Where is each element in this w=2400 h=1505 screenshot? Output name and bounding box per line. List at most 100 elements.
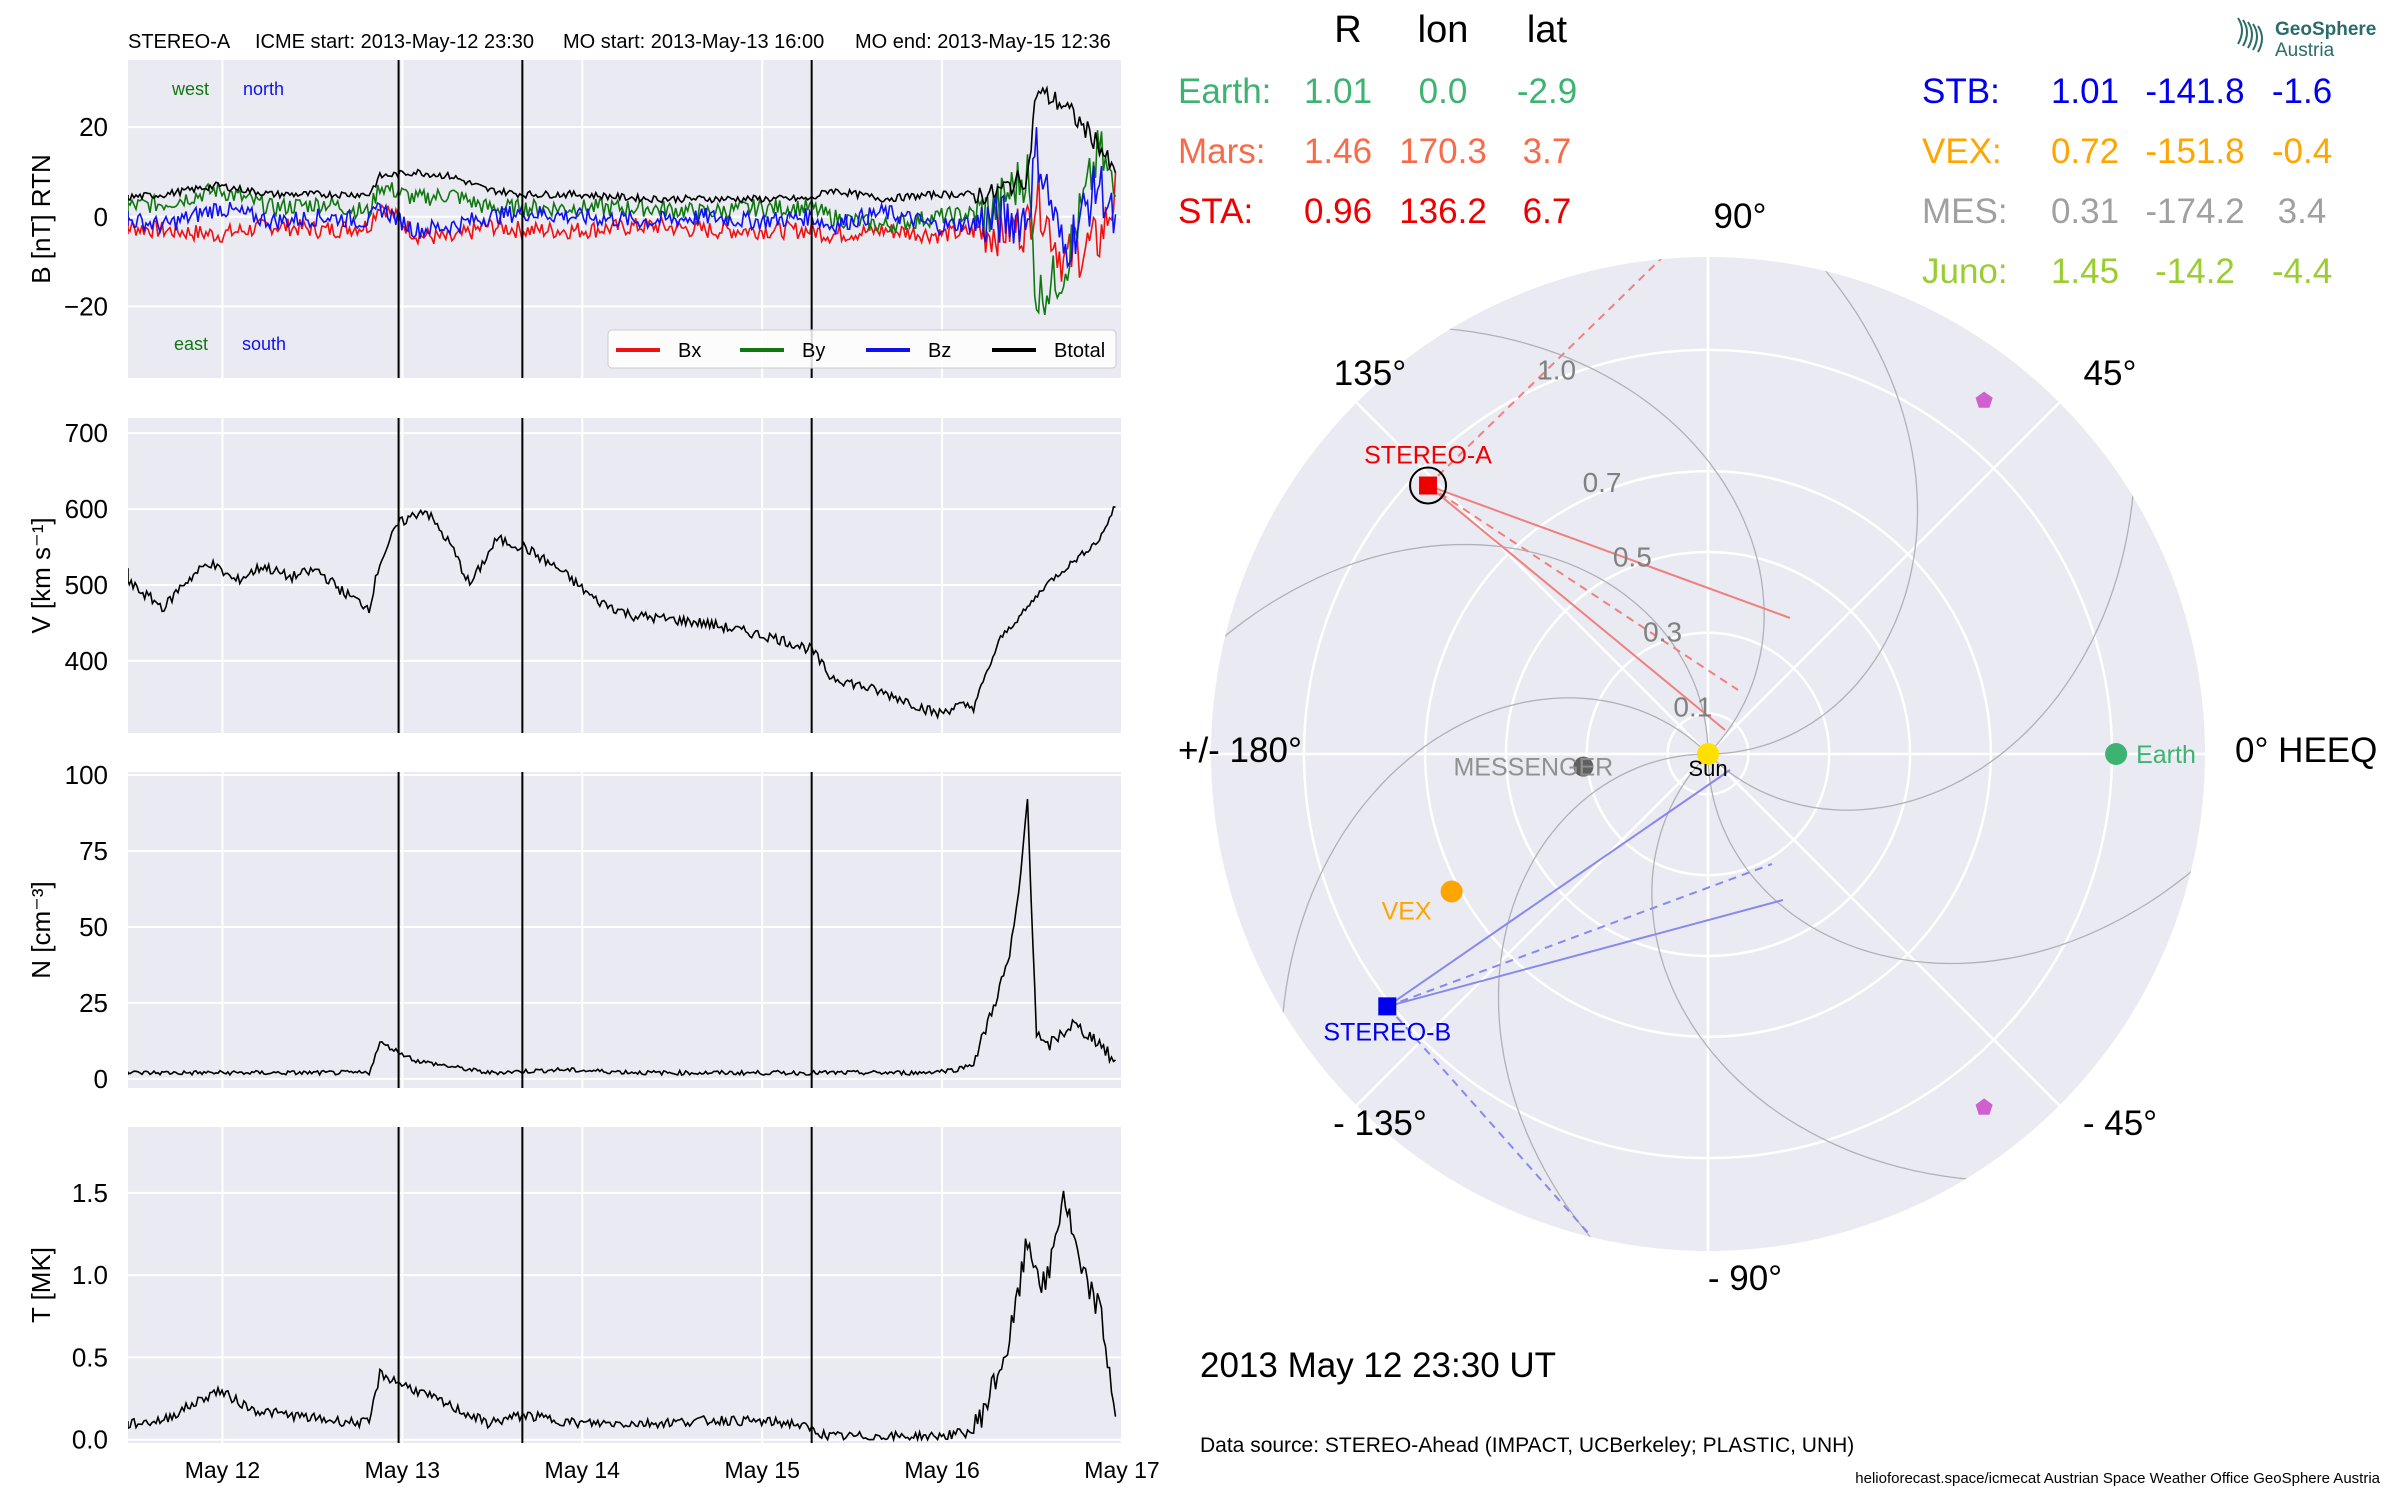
- x-tick-label: May 15: [724, 1457, 799, 1483]
- row-lat: 3.4: [2278, 192, 2327, 231]
- spoke: [1355, 753, 1709, 1107]
- marker-stb: [1378, 997, 1397, 1016]
- row-name: MES:: [1922, 192, 2008, 231]
- row-lat: 3.7: [1523, 132, 1572, 171]
- r-label: 0.7: [1583, 467, 1622, 498]
- y-axis-label: T [MK]: [26, 1247, 56, 1323]
- row-r: 0.31: [2051, 192, 2119, 231]
- corner-label-east: east: [174, 334, 208, 354]
- corner-label-west: west: [171, 79, 209, 99]
- row-lon: -174.2: [2145, 192, 2244, 231]
- row-lon: -151.8: [2145, 132, 2244, 171]
- y-tick-label: 400: [65, 646, 108, 676]
- y-tick-label: −20: [64, 291, 108, 321]
- row-lat: 6.7: [1523, 192, 1572, 231]
- r-label: 0.3: [1643, 617, 1682, 648]
- theta-label: - 45°: [2083, 1104, 2157, 1143]
- row-name: Juno:: [1922, 252, 2008, 291]
- row-name: Mars:: [1178, 132, 1266, 171]
- x-tick-label: May 14: [545, 1457, 621, 1483]
- table-header-lat: lat: [1527, 9, 1568, 51]
- spiral-line: [1651, 753, 2052, 1182]
- x-tick-label: May 17: [1084, 1457, 1159, 1483]
- row-name: Earth:: [1178, 72, 1271, 111]
- panel-background: [128, 1127, 1122, 1443]
- row-name: STA:: [1178, 192, 1253, 231]
- marker-earth: [2105, 743, 2128, 765]
- spiral-line: [1707, 410, 2136, 811]
- marker-label-vex: VEX: [1382, 897, 1432, 925]
- y-tick-label: 1.5: [72, 1178, 108, 1208]
- r-label: 1.0: [1537, 354, 1576, 385]
- table-header-lon: lon: [1418, 9, 1469, 51]
- data-source-label: Data source: STEREO-Ahead (IMPACT, UCBer…: [1200, 1434, 1855, 1457]
- credits-label: helioforecast.space/icmecat Austrian Spa…: [1855, 1470, 2380, 1487]
- marker-sun: [1697, 743, 1719, 765]
- spiral-line: [1280, 697, 1709, 1098]
- x-tick-label: May 13: [365, 1457, 440, 1483]
- y-tick-label: 600: [65, 494, 108, 524]
- y-tick-label: 0: [94, 202, 108, 232]
- timeseries-panels: STEREO-A ICME start: 2013-May-12 23:30 MO …: [26, 31, 1160, 1483]
- series-line-data: [128, 506, 1116, 720]
- theta-label: +/- 180°: [1178, 731, 1302, 770]
- row-lon: 0.0: [1419, 72, 1468, 111]
- y-tick-label: 0: [94, 1064, 108, 1094]
- theta-label: 90°: [1714, 197, 1767, 236]
- series-line-btotal: [128, 85, 1117, 206]
- theta-label: 45°: [2084, 354, 2137, 393]
- y-axis-label: N [cm⁻³]: [26, 881, 56, 979]
- polar-inner: [1211, 257, 2205, 1251]
- y-tick-label: 20: [79, 112, 108, 142]
- row-lon: 170.3: [1399, 132, 1487, 171]
- y-axis-label: V [km s⁻¹]: [26, 517, 56, 633]
- legend-label-bx: Bx: [678, 340, 701, 362]
- legend-label-bz: Bz: [928, 340, 951, 362]
- header-mo-end: MO end: 2013-May-15 12:36: [855, 31, 1111, 53]
- legend-label-by: By: [802, 340, 825, 362]
- sta-ray: [1427, 484, 1726, 731]
- r-label: 0.1: [1673, 692, 1712, 723]
- spiral-line: [1707, 257, 1919, 755]
- theta-label: 135°: [1334, 354, 1406, 393]
- row-lat: -2.9: [1517, 72, 1577, 111]
- legend: Bx By Bz Btotal: [607, 329, 1117, 369]
- series-line-data: [128, 798, 1116, 1077]
- marker-label-sta: STEREO-A: [1364, 442, 1492, 470]
- y-tick-label: 100: [65, 760, 108, 790]
- stb-ray: [1386, 769, 1731, 1008]
- datetime-label: 2013 May 12 23:30 UT: [1200, 1346, 1557, 1385]
- corner-label-north: north: [243, 79, 284, 99]
- logo-wave-icon: [2257, 25, 2263, 53]
- row-name: VEX:: [1922, 132, 2002, 171]
- y-tick-label: 25: [79, 988, 108, 1018]
- series-line-by: [128, 130, 1117, 316]
- marker-sta: [1419, 476, 1438, 495]
- theta-label: - 90°: [1708, 1259, 1782, 1298]
- stb-ray: [1386, 863, 1773, 1008]
- row-r: 1.01: [1304, 72, 1372, 111]
- marker-label-stb: STEREO-B: [1323, 1018, 1451, 1046]
- row-lat: -1.6: [2272, 72, 2332, 111]
- theta-label: - 135°: [1333, 1104, 1427, 1143]
- y-tick-label: 75: [79, 836, 108, 866]
- theta-label: 0° HEEQ: [2235, 731, 2377, 770]
- panel-4: 1.5 1.0 0.5 0.0 T [MK]: [26, 1127, 1123, 1455]
- row-lon: 136.2: [1399, 192, 1487, 231]
- stb-ray: [1387, 899, 1784, 1008]
- panel-background: [128, 418, 1122, 733]
- logo-wave-icon: [2237, 17, 2243, 45]
- spoke: [1707, 401, 2061, 755]
- r-label: 0.5: [1613, 542, 1652, 573]
- logo-line2: Austria: [2275, 40, 2335, 61]
- x-tick-label: May 12: [185, 1457, 260, 1483]
- panel-1: 20 0 −20 B [nT] RTN west north east south Bx By Bz…: [26, 60, 1123, 378]
- sta-ray: [1427, 484, 1791, 619]
- row-r: 1.01: [2051, 72, 2119, 111]
- row-r: 0.72: [2051, 132, 2119, 171]
- logo-wave-icon: [2247, 21, 2253, 49]
